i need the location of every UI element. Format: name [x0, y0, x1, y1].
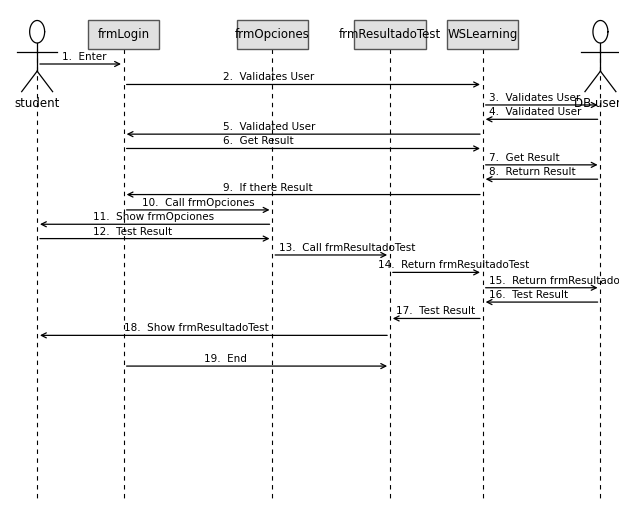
Text: 6.  Get Result: 6. Get Result — [223, 136, 293, 146]
Text: DB users: DB users — [574, 97, 619, 110]
Text: 14.  Return frmResultadoTest: 14. Return frmResultadoTest — [378, 260, 529, 270]
Text: 12.  Test Result: 12. Test Result — [93, 226, 172, 237]
Text: 9.  If there Result: 9. If there Result — [223, 182, 313, 193]
Text: 4.  Validated User: 4. Validated User — [489, 107, 581, 117]
Text: 19.  End: 19. End — [204, 354, 247, 364]
Bar — [354, 20, 426, 49]
Text: 8.  Return Result: 8. Return Result — [489, 167, 576, 177]
Bar — [237, 20, 308, 49]
Text: 18.  Show frmResultadoTest: 18. Show frmResultadoTest — [124, 323, 269, 333]
Text: 5.  Validated User: 5. Validated User — [223, 122, 315, 132]
Text: student: student — [14, 97, 60, 110]
Text: frmOpciones: frmOpciones — [235, 28, 310, 41]
Text: WSLearning: WSLearning — [448, 28, 518, 41]
Text: frmResultadoTest: frmResultadoTest — [339, 28, 441, 41]
Text: 17.  Test Result: 17. Test Result — [396, 306, 475, 316]
Bar — [447, 20, 519, 49]
Text: 13.  Call frmResultadoTest: 13. Call frmResultadoTest — [279, 243, 415, 253]
Text: 15.  Return frmResultadoTest: 15. Return frmResultadoTest — [489, 275, 619, 286]
Text: 7.  Get Result: 7. Get Result — [489, 153, 560, 163]
Text: frmLogin: frmLogin — [98, 28, 150, 41]
Text: 2.  Validates User: 2. Validates User — [223, 72, 314, 82]
Text: 1.  Enter: 1. Enter — [62, 52, 106, 62]
Text: 16.  Test Result: 16. Test Result — [489, 290, 568, 300]
Text: 11.  Show frmOpciones: 11. Show frmOpciones — [93, 212, 214, 222]
Bar — [89, 20, 160, 49]
Text: 3.  Validates User: 3. Validates User — [489, 93, 580, 103]
Text: 10.  Call frmOpciones: 10. Call frmOpciones — [142, 198, 255, 208]
